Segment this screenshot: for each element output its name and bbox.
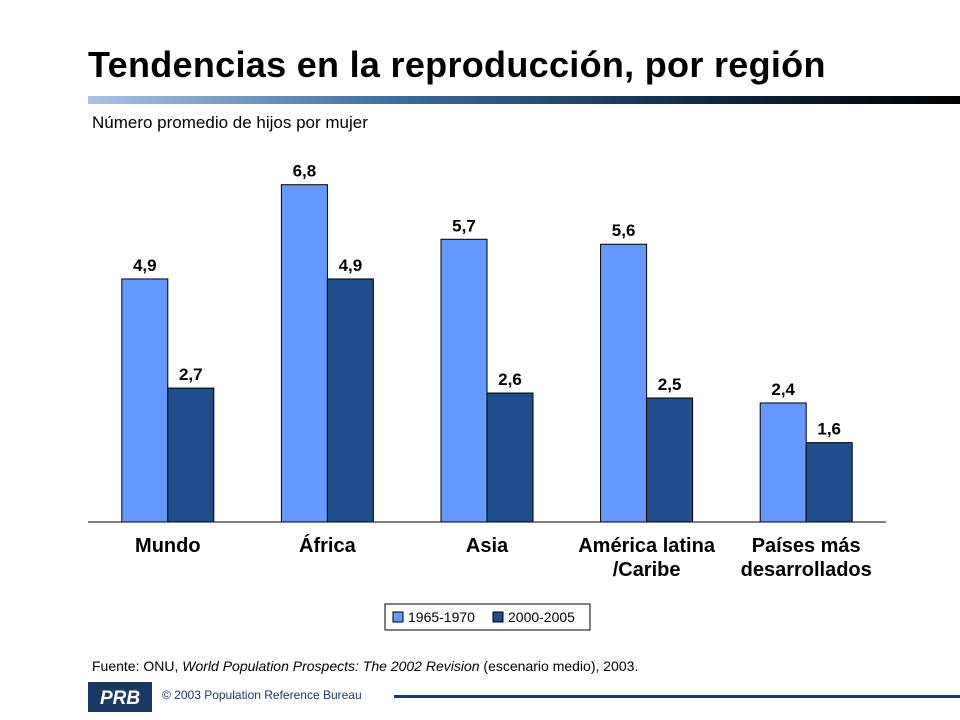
legend-box [384,603,591,631]
bar [280,184,328,523]
source-prefix: Fuente: ONU, [92,658,183,674]
category-label: desarrollados [741,559,872,581]
data-label: 2,4 [771,380,795,399]
bar [167,387,215,523]
bar [440,238,488,523]
data-label: 5,6 [612,221,636,240]
bar [326,278,374,523]
source-title: World Population Prospects: The 2002 Rev… [182,658,480,674]
category-label: Asia [466,535,509,557]
category-label: África [299,534,357,557]
chart-subtitle: Número promedio de hijos por mujer [92,113,368,132]
data-label: 2,7 [179,365,203,384]
bar [805,442,853,523]
data-label: 5,7 [452,216,476,235]
data-label: 2,6 [498,370,522,389]
category-label: América latina [578,535,716,557]
source-suffix: (escenario medio), 2003. [479,658,639,674]
bar [759,402,807,523]
data-label: 1,6 [817,420,841,439]
footer-rule [394,695,960,698]
data-label: 4,9 [133,256,157,275]
legend-label: 2000-2005 [508,609,575,625]
data-label: 6,8 [293,162,317,181]
bar-chart: 4,9 2,7 Mundo 6,8 4,9 África 5,7 2,6 Asia 5,6 2,5 A… [88,162,886,631]
legend-swatch [492,611,504,623]
category-label: /Caribe [613,559,681,581]
bar [486,392,534,523]
bar [121,278,169,523]
bar [646,397,694,523]
legend-swatch [392,611,404,623]
source-note: Fuente: ONU, World Population Prospects:… [92,658,638,674]
logo-text: PRB [100,688,140,709]
title-underline [88,96,960,104]
prb-logo-mark: PRB [88,682,152,712]
legend-label: 1965-1970 [408,609,475,625]
category-label: Países más [752,535,861,557]
copyright-text: © 2003 Population Reference Bureau [162,688,362,702]
bar [600,243,648,523]
prb-logo: PRB [88,682,152,717]
category-label: Mundo [135,535,201,557]
page-title: Tendencias en la reproducción, por regió… [88,44,826,85]
data-label: 4,9 [339,256,363,275]
data-label: 2,5 [658,375,682,394]
